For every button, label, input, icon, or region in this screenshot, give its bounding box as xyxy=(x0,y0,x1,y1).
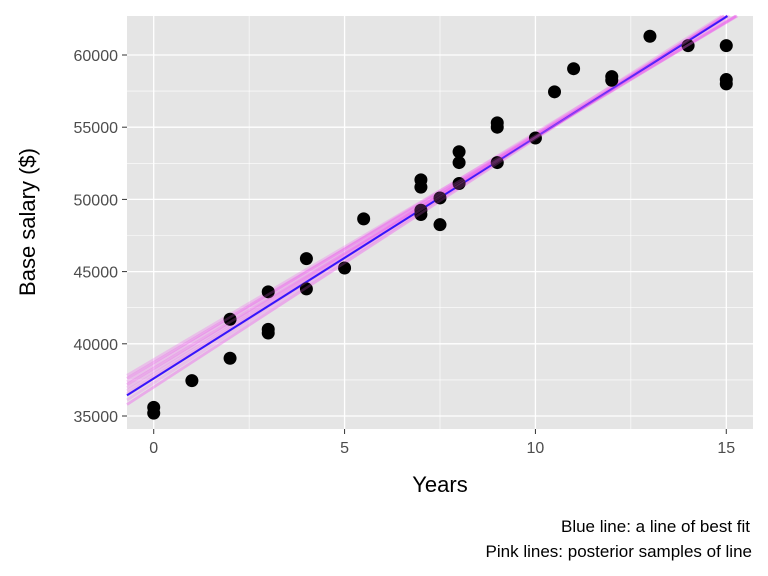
data-point xyxy=(299,282,313,296)
x-axis: 0 5 10 15 xyxy=(149,429,735,457)
data-point xyxy=(261,285,275,299)
data-point xyxy=(261,326,275,340)
x-tick-label: 5 xyxy=(340,440,349,457)
y-axis: 35000 40000 45000 50000 55000 60000 xyxy=(74,48,127,426)
data-point xyxy=(223,351,237,365)
data-points xyxy=(126,14,738,420)
data-point xyxy=(147,406,161,420)
caption-blue-line: Blue line: a line of best fit xyxy=(561,517,750,536)
data-point xyxy=(414,180,428,194)
data-point xyxy=(299,252,313,266)
y-tick-label: 35000 xyxy=(74,409,119,426)
y-tick-label: 50000 xyxy=(74,192,119,209)
caption-pink-lines: Pink lines: posterior samples of line xyxy=(486,542,752,561)
data-point xyxy=(681,39,695,53)
posterior-sample-line-overlay xyxy=(126,14,725,406)
data-point xyxy=(548,85,562,99)
data-point xyxy=(357,212,371,226)
y-tick-label: 55000 xyxy=(74,120,119,137)
y-tick-label: 45000 xyxy=(74,265,119,282)
x-tick-label: 10 xyxy=(527,440,545,457)
posterior-sample-line-overlay xyxy=(126,14,737,386)
y-tick-label: 60000 xyxy=(74,48,119,65)
grid-major xyxy=(127,16,753,429)
data-point xyxy=(605,73,619,87)
data-point xyxy=(452,177,466,191)
x-tick-label: 0 xyxy=(149,440,158,457)
data-point xyxy=(719,77,733,91)
data-point xyxy=(719,39,733,53)
data-point xyxy=(433,191,447,205)
posterior-sample-line-overlay xyxy=(126,14,738,380)
data-point xyxy=(490,156,504,170)
best-fit-line xyxy=(126,15,728,397)
x-tick-label: 15 xyxy=(717,440,735,457)
data-point xyxy=(567,62,581,76)
data-point xyxy=(414,208,428,222)
x-axis-title: Years xyxy=(412,472,467,497)
data-point xyxy=(452,145,466,159)
y-axis-title: Base salary ($) xyxy=(15,148,40,296)
data-point xyxy=(528,131,542,145)
posterior-sample-line-overlay xyxy=(126,14,729,397)
data-point xyxy=(338,261,352,275)
data-point xyxy=(643,29,657,43)
data-point xyxy=(452,156,466,170)
y-tick-label: 40000 xyxy=(74,337,119,354)
data-point xyxy=(490,120,504,134)
data-point xyxy=(185,374,199,388)
data-point xyxy=(433,218,447,232)
data-point xyxy=(223,312,237,326)
